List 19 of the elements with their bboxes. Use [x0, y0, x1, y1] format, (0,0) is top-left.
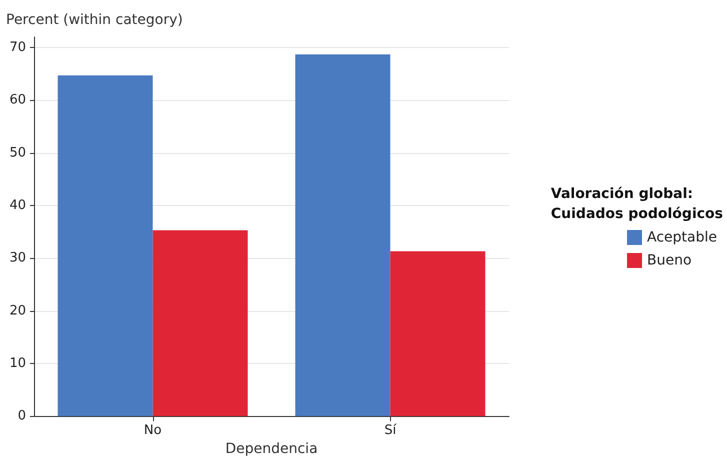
x-tick-label: No: [144, 423, 162, 438]
y-tick-label: 30: [9, 250, 26, 266]
y-tick-label: 20: [9, 303, 26, 318]
x-axis-title: Dependencia: [225, 441, 318, 457]
bar: [390, 251, 486, 416]
legend-label: Aceptable: [647, 230, 718, 246]
y-tick-label: 60: [9, 92, 26, 108]
bar: [152, 230, 248, 416]
x-tick-label: Sí: [384, 423, 397, 438]
legend-title: Valoración global: Cuidados podológicos: [550, 186, 724, 222]
y-tick-label: 10: [9, 356, 26, 371]
y-tick-label: 70: [9, 40, 26, 56]
bar: [58, 75, 153, 416]
y-tick-label: 0: [18, 408, 26, 424]
legend-label: Bueno: [647, 252, 692, 268]
y-axis-title: Percent (within category): [6, 12, 183, 28]
y-tick-label: 40: [9, 198, 26, 213]
bar: [295, 54, 390, 416]
y-tick-label: 50: [9, 145, 26, 160]
